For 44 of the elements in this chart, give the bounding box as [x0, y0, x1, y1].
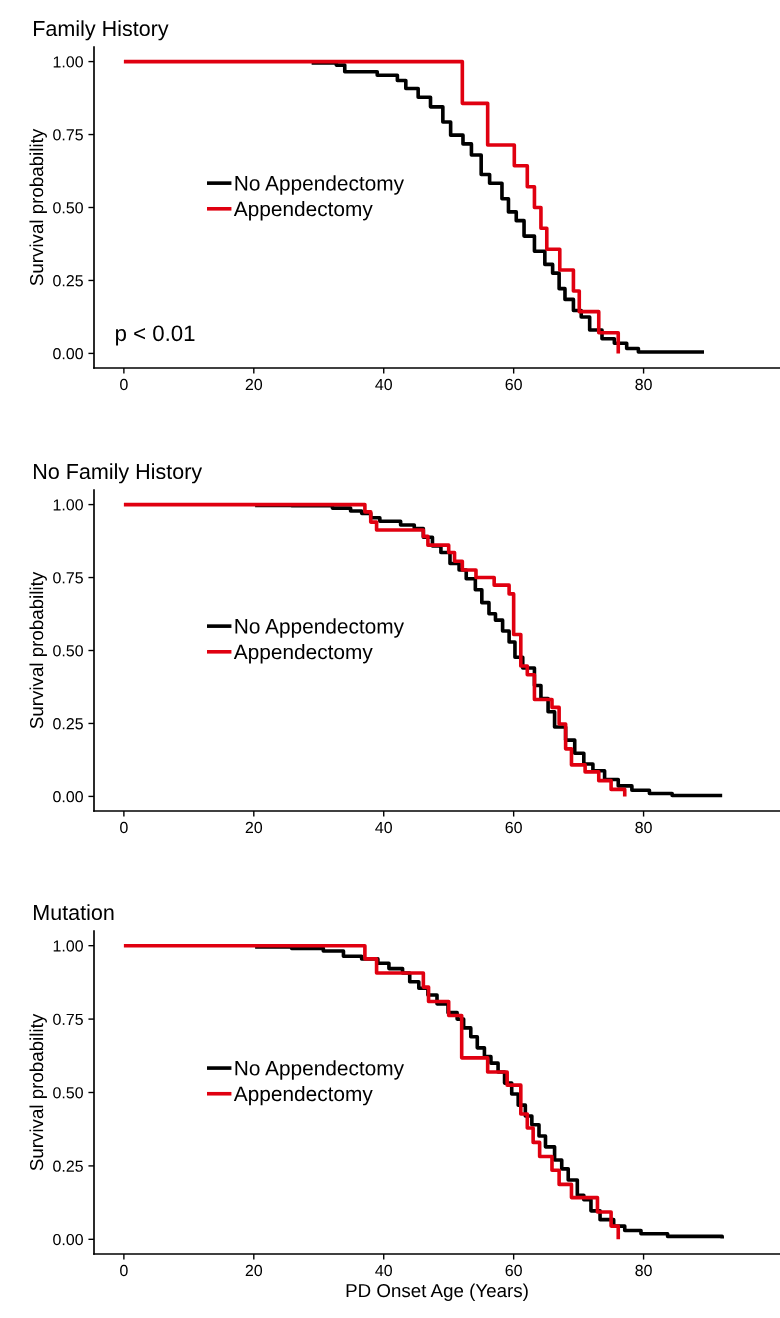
y-tick-label: 0.75	[53, 572, 83, 584]
x-tick-label: 0	[120, 1264, 128, 1277]
x-tick-label: 20	[245, 1264, 263, 1277]
x-tick-label: 0	[120, 821, 128, 834]
y-tick-label: 0.00	[53, 1233, 83, 1246]
y-tick-label: 0.75	[53, 129, 83, 141]
y-tick-label: 0.00	[53, 348, 83, 360]
chart-title: Mutation	[34, 904, 114, 921]
x-tick-label: 60	[505, 378, 522, 391]
y-tick-label: 1.00	[53, 56, 83, 68]
legend-label: No Appendectomy	[235, 618, 404, 638]
y-tick-label: 0.25	[53, 718, 83, 730]
legend-label: Appendectomy	[233, 643, 373, 664]
x-tick-label: 80	[635, 821, 652, 834]
y-tick-label: 0.50	[53, 202, 83, 214]
y-axis-title: Survival probability	[29, 128, 47, 286]
x-tick-label: 20	[245, 378, 263, 391]
annotation: p < 0.01	[116, 325, 195, 346]
x-tick-label: 0	[120, 378, 128, 391]
y-tick-label: 0.25	[53, 1160, 83, 1172]
y-tick-label: 0.75	[53, 1013, 83, 1026]
chart-title: Family History	[34, 20, 169, 41]
y-axis-title: Survival probability	[29, 571, 47, 729]
x-tick-label: 20	[245, 821, 263, 834]
chart-title: No Family History	[34, 463, 203, 484]
y-tick-label: 1.00	[53, 499, 83, 511]
y-tick-label: 0.00	[53, 791, 83, 803]
x-tick-label: 80	[635, 1264, 652, 1277]
legend-label: No Appendectomy	[235, 1060, 404, 1080]
y-axis-title: Survival probability	[29, 1013, 47, 1171]
x-tick-label: 80	[635, 378, 652, 391]
y-tick-label: 0.50	[53, 1087, 83, 1099]
x-tick-label: 40	[375, 1264, 392, 1277]
legend-label: Appendectomy	[233, 1085, 373, 1106]
y-tick-label: 0.25	[53, 275, 83, 287]
y-tick-label: 1.00	[53, 940, 83, 952]
legend-label: Appendectomy	[233, 200, 373, 221]
x-tick-label: 40	[375, 378, 392, 391]
x-tick-label: 60	[505, 1264, 522, 1277]
x-tick-label: 60	[505, 821, 522, 834]
x-tick-label: 40	[375, 821, 392, 834]
y-tick-label: 0.50	[53, 645, 83, 657]
x-axis-title: PD Onset Age (Years)	[346, 1283, 528, 1301]
legend-label: No Appendectomy	[235, 175, 404, 195]
